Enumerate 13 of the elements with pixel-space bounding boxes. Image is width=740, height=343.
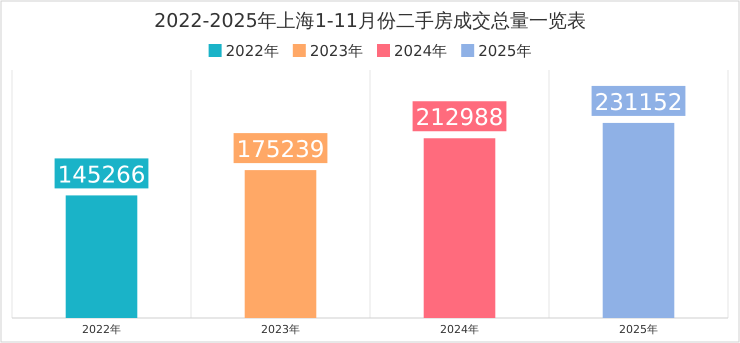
x-tick-label: 2025年 — [619, 323, 658, 336]
chart-title: 2022-2025年上海1-11月份二手房成交总量一览表 — [154, 10, 586, 32]
x-tick-label: 2023年 — [261, 323, 300, 336]
legend-label: 2022年 — [226, 42, 279, 60]
x-tick-label: 2024年 — [440, 323, 479, 336]
legend-label: 2025年 — [478, 42, 532, 60]
legend-label: 2023年 — [310, 42, 363, 60]
data-label: 145266 — [58, 162, 146, 188]
data-label: 231152 — [594, 90, 682, 116]
x-tick-label: 2022年 — [82, 323, 121, 336]
data-label: 175239 — [236, 137, 324, 164]
data-label: 212988 — [416, 105, 504, 132]
legend-label: 2024年 — [394, 42, 448, 60]
